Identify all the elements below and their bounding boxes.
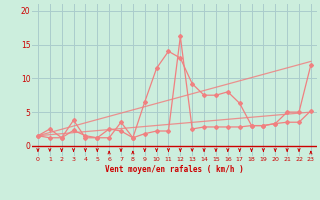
X-axis label: Vent moyen/en rafales ( km/h ): Vent moyen/en rafales ( km/h ) bbox=[105, 165, 244, 174]
